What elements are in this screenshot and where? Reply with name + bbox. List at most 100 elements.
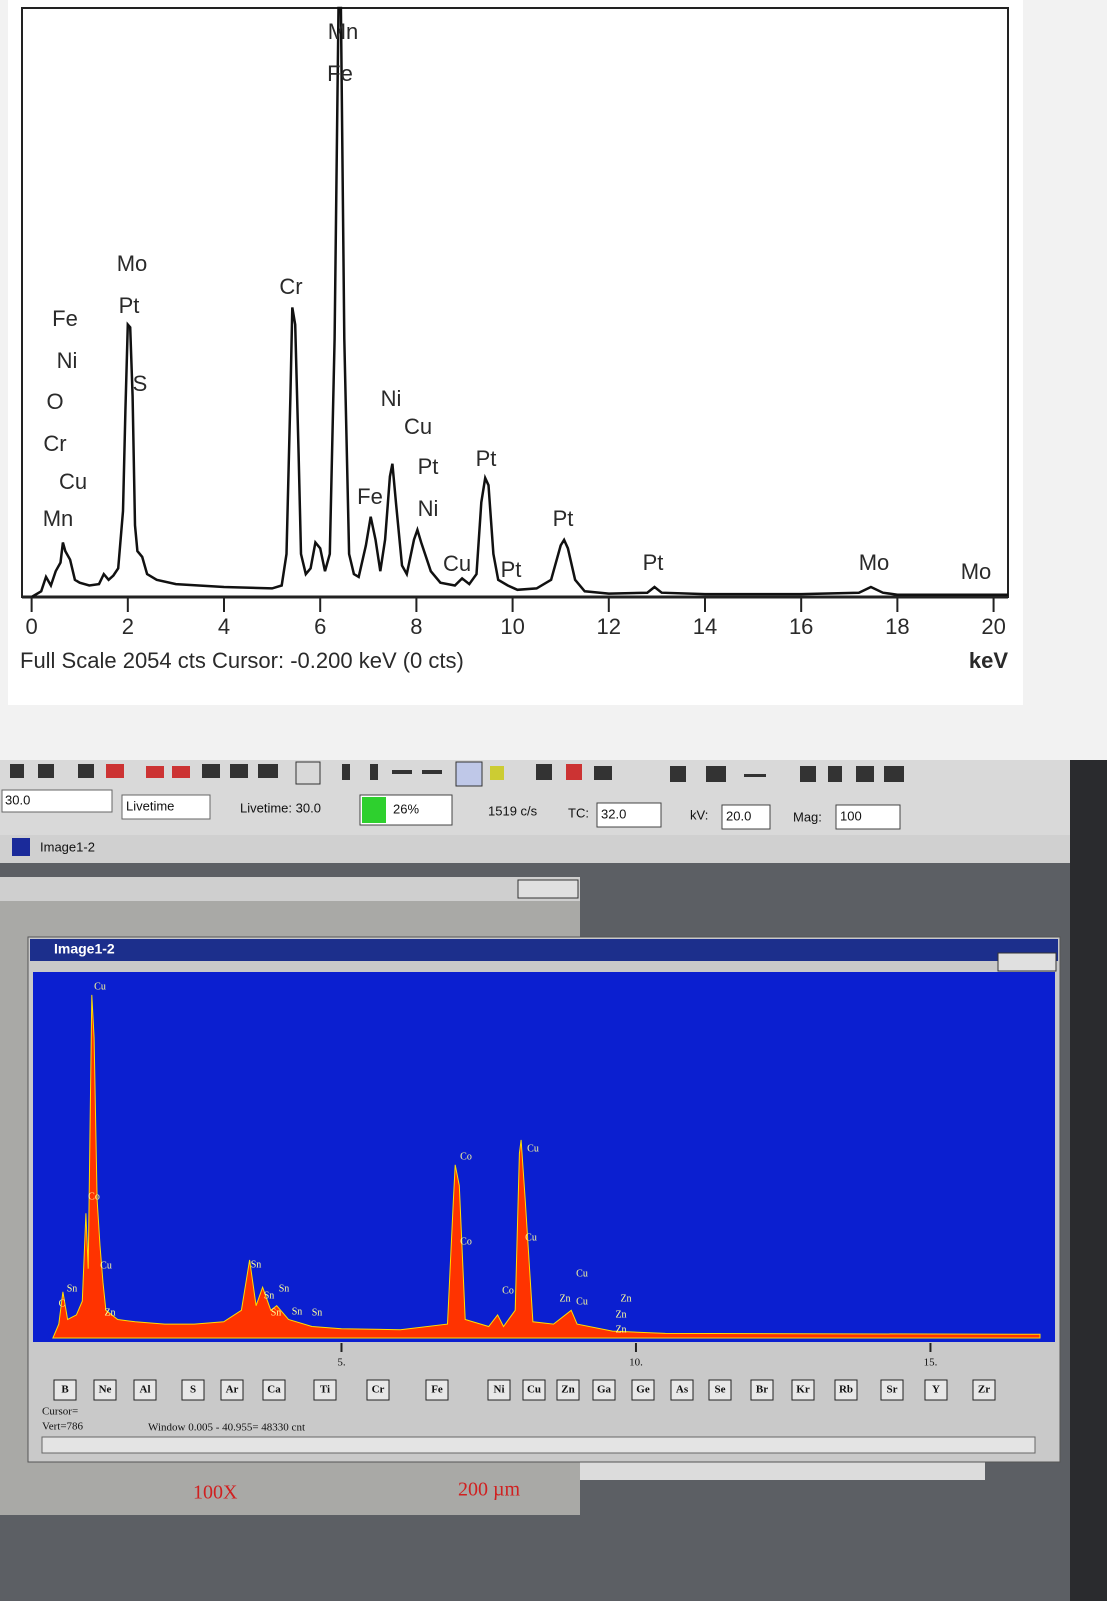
- mag-label: Mag:: [793, 809, 822, 824]
- peak-label: Zn: [615, 1324, 626, 1335]
- tc-label: TC:: [568, 805, 589, 820]
- window-range: Window 0.005 - 40.955= 48330 cnt: [148, 1422, 305, 1434]
- x-tick-label: 8: [410, 614, 422, 639]
- deadtime-fill: [362, 797, 386, 823]
- peak-label: Fe: [52, 306, 78, 331]
- peak-label: Cu: [443, 551, 471, 576]
- element-button[interactable]: [487, 1379, 511, 1401]
- element-button[interactable]: [708, 1379, 732, 1401]
- preset-input[interactable]: [1, 789, 113, 813]
- peak-label: Sn: [271, 1307, 282, 1318]
- element-button[interactable]: [53, 1379, 77, 1401]
- peak-label: Cr: [43, 431, 66, 456]
- x-tick-label: 12: [597, 614, 621, 639]
- element-button[interactable]: [972, 1379, 996, 1401]
- peak-label: Fe: [327, 61, 353, 86]
- footer: Full Scale 2054 cts Cursor: -0.200 keV (…: [20, 648, 464, 673]
- mag-input[interactable]: [835, 804, 901, 830]
- element-label: Zn: [561, 1384, 574, 1396]
- element-label: Fe: [431, 1384, 443, 1396]
- element-label: Cr: [372, 1384, 385, 1396]
- x-tick-label: 10.: [629, 1357, 643, 1369]
- x-tick-label: 18: [885, 614, 909, 639]
- element-label: Y: [932, 1384, 940, 1396]
- x-tick-label: 2: [122, 614, 134, 639]
- element-button[interactable]: [834, 1379, 858, 1401]
- peak-label: Sn: [251, 1259, 262, 1270]
- element-button[interactable]: [556, 1379, 580, 1401]
- magnification: 100X: [193, 1482, 238, 1504]
- tc-input[interactable]: [596, 802, 662, 828]
- element-button[interactable]: [262, 1379, 286, 1401]
- plot-frame: [21, 7, 1009, 598]
- preset-value: 30.0: [5, 792, 30, 807]
- x-tick-label: 15.: [924, 1357, 938, 1369]
- peak-label: Zn: [559, 1293, 570, 1304]
- peak-label: Zn: [615, 1309, 626, 1320]
- peak-label: Cu: [94, 981, 106, 992]
- element-button[interactable]: [791, 1379, 815, 1401]
- x-tick-label: 10: [500, 614, 524, 639]
- element-label: Ti: [320, 1384, 330, 1396]
- element-button[interactable]: [366, 1379, 390, 1401]
- x-axis-label: keV: [969, 648, 1008, 673]
- element-button[interactable]: [750, 1379, 774, 1401]
- toolbar-icons: [10, 761, 904, 787]
- peak-label: Cu: [59, 469, 87, 494]
- element-button[interactable]: [220, 1379, 244, 1401]
- peak-label: Sn: [292, 1306, 303, 1317]
- mode-dropdown[interactable]: [121, 794, 211, 820]
- element-button[interactable]: [93, 1379, 117, 1401]
- peak-label: Ni: [418, 496, 439, 521]
- x-tick-label: 14: [693, 614, 717, 639]
- livetime: Livetime: 30.0: [240, 800, 321, 815]
- x-tick-label: 6: [314, 614, 326, 639]
- element-label: Sr: [887, 1384, 898, 1396]
- peak-label: Cu: [404, 414, 432, 439]
- window-buttons[interactable]: [517, 879, 579, 899]
- element-label: Ni: [494, 1384, 505, 1396]
- spectrum-line: [30, 6, 1008, 599]
- element-label: As: [676, 1384, 689, 1396]
- tab-icon: [12, 838, 30, 856]
- element-button[interactable]: [425, 1379, 449, 1401]
- plot-area: [33, 972, 1055, 1342]
- window-title: Image1-2: [54, 941, 115, 957]
- peak-label: O: [46, 389, 63, 414]
- element-button[interactable]: [670, 1379, 694, 1401]
- element-label: Ar: [226, 1384, 239, 1396]
- element-label: B: [61, 1384, 69, 1396]
- window-buttons[interactable]: [997, 952, 1057, 972]
- tab[interactable]: Image1-2: [40, 839, 95, 854]
- peak-label: Pt: [476, 446, 497, 471]
- element-button[interactable]: [592, 1379, 616, 1401]
- peak-label: Cu: [100, 1260, 112, 1271]
- element-button[interactable]: [522, 1379, 546, 1401]
- peak-label: Sn: [67, 1283, 78, 1294]
- element-button[interactable]: [313, 1379, 337, 1401]
- kv-value: 20.0: [726, 808, 751, 823]
- scrollbar[interactable]: [41, 1436, 1036, 1454]
- peak-label: S: [133, 371, 148, 396]
- peak-label: Cr: [279, 274, 302, 299]
- element-button[interactable]: [880, 1379, 904, 1401]
- element-button[interactable]: [924, 1379, 948, 1401]
- peak-label: Pt: [501, 557, 522, 582]
- deadtime: 26%: [393, 801, 419, 816]
- peak-label: Pt: [553, 506, 574, 531]
- monitor-edge: [1070, 760, 1107, 1601]
- element-label: Br: [756, 1384, 768, 1396]
- element-label: Kr: [796, 1384, 810, 1396]
- element-button[interactable]: [181, 1379, 205, 1401]
- element-button[interactable]: [631, 1379, 655, 1401]
- peak-label: Mo: [117, 251, 148, 276]
- kv-input[interactable]: [721, 804, 771, 830]
- peak-label: Mo: [961, 559, 992, 584]
- peak-label: Mo: [859, 550, 890, 575]
- peak-label: Co: [460, 1236, 472, 1247]
- peak-label: Cu: [576, 1296, 588, 1307]
- tc-value: 32.0: [601, 806, 626, 821]
- element-button[interactable]: [133, 1379, 157, 1401]
- peak-label: Ni: [381, 386, 402, 411]
